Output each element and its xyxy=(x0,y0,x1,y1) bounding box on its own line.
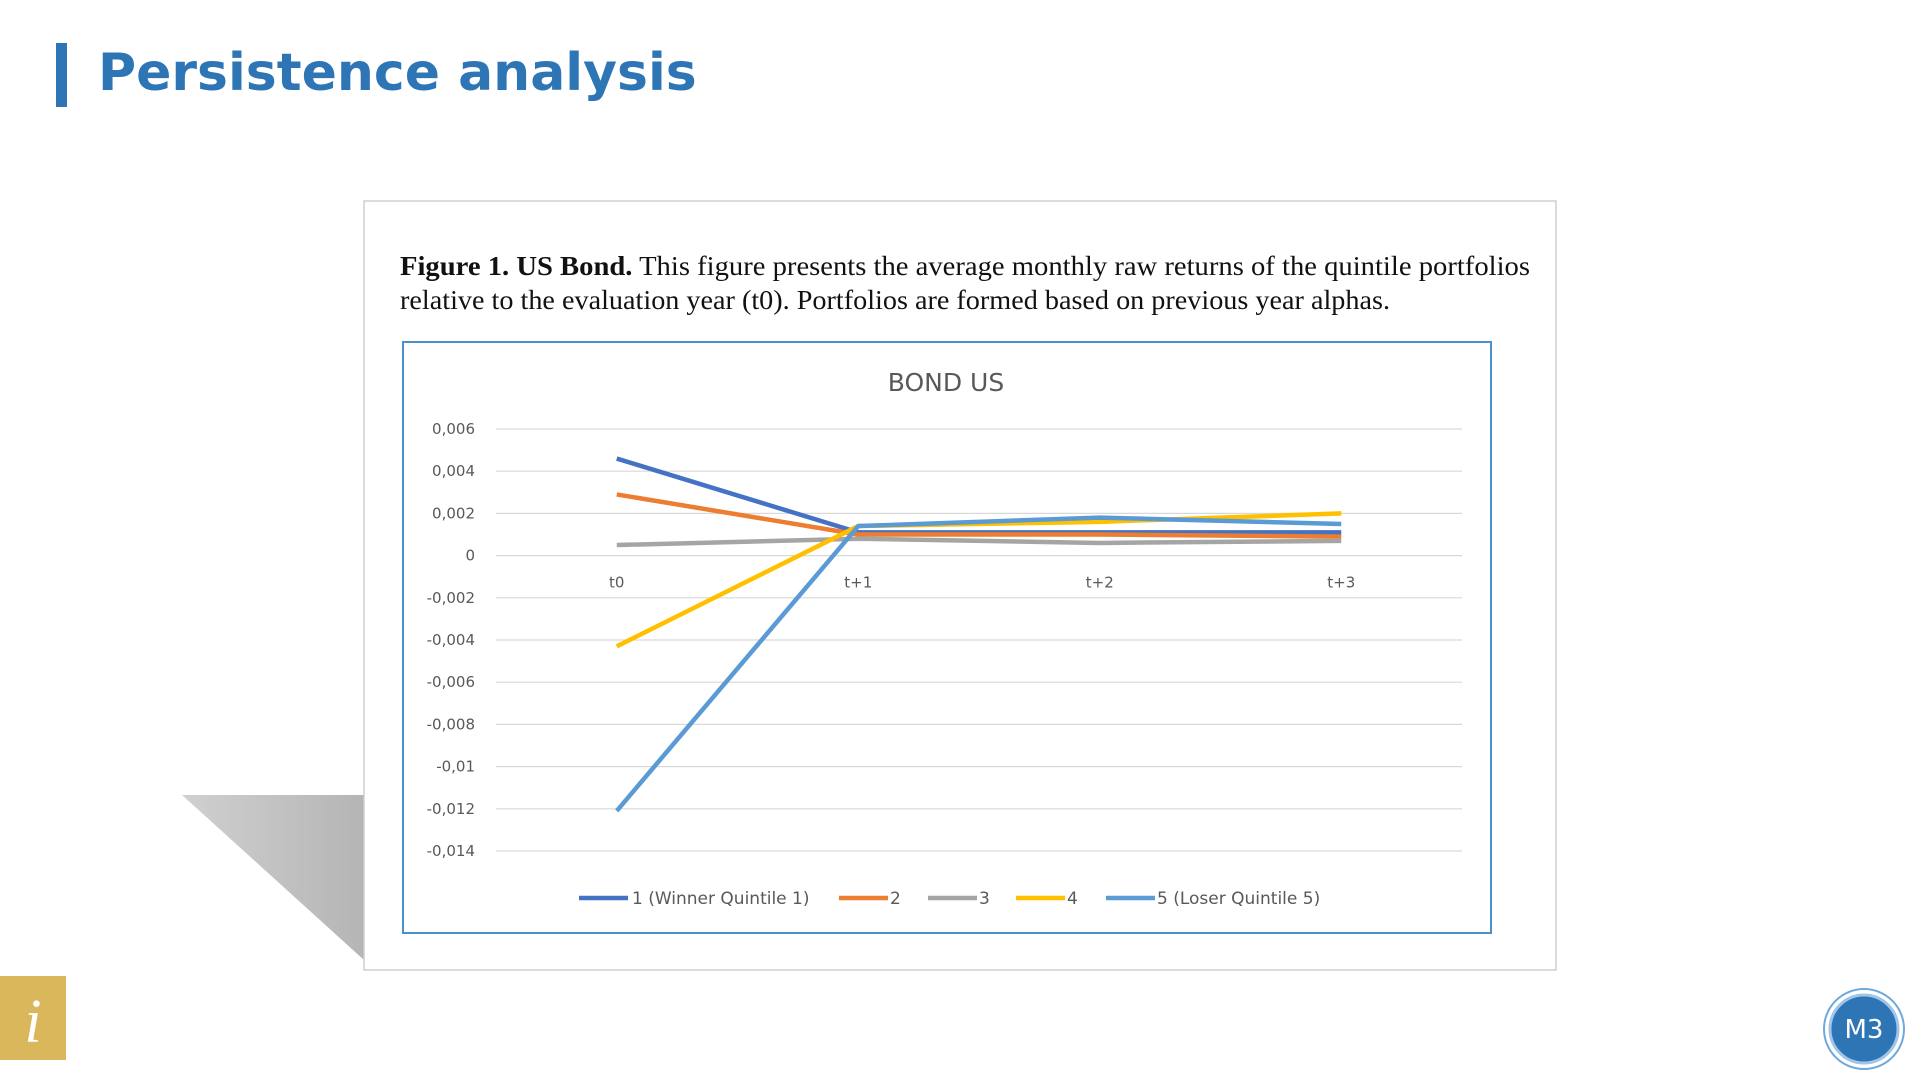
caption-bold: Figure 1. US Bond. xyxy=(400,251,632,281)
slide-title: Persistence analysis xyxy=(98,43,697,103)
caption-line: Figure 1. US Bond. This figure presents … xyxy=(400,251,1530,281)
legend-label: 1 (Winner Quintile 1) xyxy=(632,889,810,909)
title-accent xyxy=(56,43,67,107)
x-tick-label: t+2 xyxy=(1086,574,1114,592)
y-tick-label: -0,012 xyxy=(427,800,475,818)
series-line xyxy=(615,515,1342,813)
y-tick-label: -0,006 xyxy=(427,673,475,691)
y-tick-label: -0,01 xyxy=(436,758,475,776)
info-icon xyxy=(0,976,66,1060)
y-tick-label: 0,006 xyxy=(432,420,475,438)
badge-ring xyxy=(1823,988,1905,1070)
y-tick-label: -0,014 xyxy=(427,842,475,860)
x-tick-label: t+1 xyxy=(844,574,872,592)
legend-label: 4 xyxy=(1067,889,1078,909)
legend-label: 2 xyxy=(890,889,901,909)
y-tick-label: 0,002 xyxy=(432,504,475,522)
y-tick-label: 0,004 xyxy=(432,462,475,480)
badge xyxy=(1828,993,1900,1065)
series-line xyxy=(616,536,1342,548)
y-tick-label: -0,008 xyxy=(427,715,475,733)
info-icon-label: i xyxy=(24,988,41,1056)
caption-line: relative to the evaluation year (t0). Po… xyxy=(400,285,1390,315)
y-tick-label: -0,002 xyxy=(427,589,475,607)
shadow xyxy=(182,795,364,960)
series-line xyxy=(616,492,1342,539)
chart-frame xyxy=(402,341,1492,934)
caption-text: This figure presents the average monthly… xyxy=(639,251,1530,281)
x-tick-label: t0 xyxy=(609,574,624,592)
badge-label: M3 xyxy=(1845,1015,1884,1045)
y-tick-label: -0,004 xyxy=(427,631,475,649)
legend-label: 5 (Loser Quintile 5) xyxy=(1157,889,1320,909)
x-tick-label: t+3 xyxy=(1327,574,1355,592)
y-tick-label: 0 xyxy=(465,547,475,565)
plot: 0,006 0,004 0,002 0 -0,002 -0,004 -0,006 -0,008… xyxy=(427,420,1462,909)
legend-label: 3 xyxy=(979,889,990,909)
chart-title: BOND US xyxy=(888,368,1004,397)
